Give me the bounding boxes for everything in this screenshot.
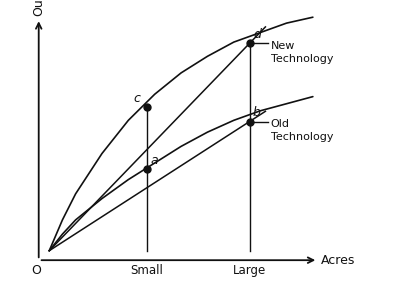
Text: Acres: Acres xyxy=(321,254,355,267)
Text: c: c xyxy=(134,92,140,105)
Text: d: d xyxy=(253,29,261,41)
Text: Large: Large xyxy=(233,264,266,277)
Text: a: a xyxy=(150,154,158,167)
Text: Output: Output xyxy=(32,0,45,16)
Text: Old
Technology: Old Technology xyxy=(271,119,333,142)
Text: Small: Small xyxy=(130,264,163,277)
Text: O: O xyxy=(31,264,41,277)
Text: New
Technology: New Technology xyxy=(271,41,333,64)
Text: b: b xyxy=(253,106,261,119)
